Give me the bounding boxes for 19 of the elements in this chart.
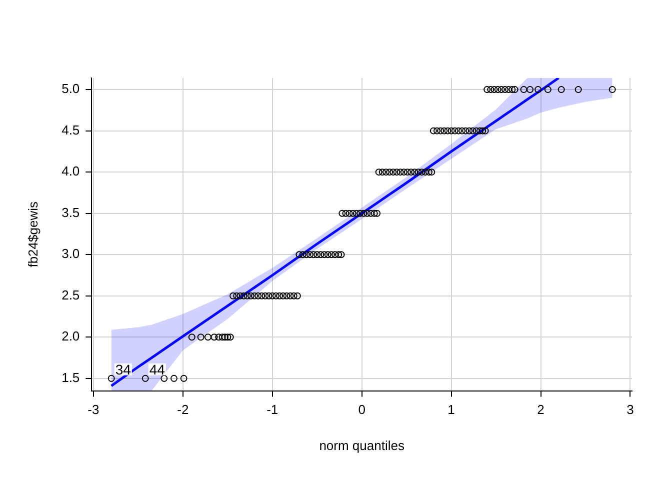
y-tick-label: 3.5 (62, 204, 80, 220)
x-tick-label: -2 (177, 402, 189, 418)
y-tick-label: 1.5 (62, 370, 80, 385)
x-tick-label: -1 (266, 402, 278, 418)
x-axis-title: norm quantiles (319, 438, 405, 453)
x-tick-label: 3 (626, 402, 634, 418)
x-tick-label: 2 (537, 402, 544, 418)
y-axis-title: fb24$gewis (25, 201, 40, 268)
x-tick-label: 1 (448, 402, 455, 418)
annotation: 34 (115, 361, 132, 378)
y-tick-label: 2.0 (62, 328, 80, 344)
y-tick-label: 4.5 (62, 122, 80, 138)
x-tick-label: -3 (88, 402, 100, 418)
y-tick-label: 2.5 (62, 287, 80, 302)
y-tick-label: 3.0 (62, 246, 80, 262)
y-tick-label: 4.0 (62, 164, 80, 179)
x-tick-label: 0 (358, 402, 366, 418)
annotation: 44 (149, 361, 166, 378)
y-tick-label: 5.0 (62, 81, 80, 96)
